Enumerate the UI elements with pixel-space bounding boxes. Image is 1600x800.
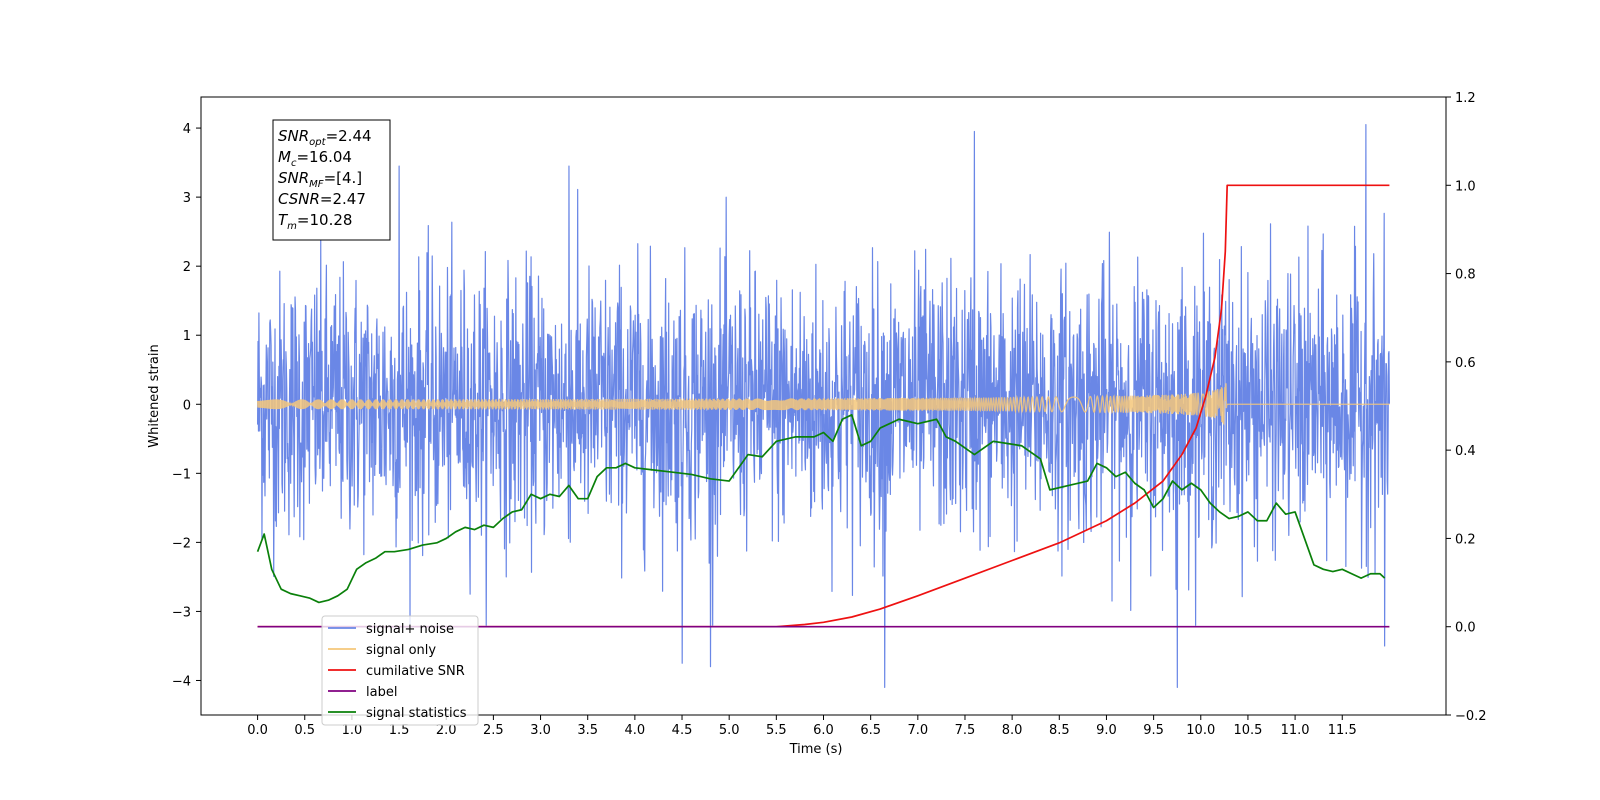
y-axis-label: Whitened strain: [147, 344, 162, 447]
y2-tick-label: 1.0: [1455, 179, 1476, 194]
x-tick-label: 1.5: [389, 723, 410, 738]
x-tick-label: 8.0: [1002, 723, 1023, 738]
y-tick-label: 4: [183, 122, 191, 137]
legend-label: cumilative SNR: [366, 664, 465, 679]
x-tick-label: 5.5: [766, 723, 787, 738]
legend-frame: [321, 615, 479, 726]
y-tick-label: 1: [183, 329, 191, 344]
annotation-line: SNRopt=2.44: [278, 127, 372, 148]
x-tick-label: 9.0: [1096, 723, 1117, 738]
x-tick-label: 5.0: [719, 723, 740, 738]
y-tick-label: −1: [172, 467, 191, 482]
legend-label: signal statistics: [366, 706, 467, 721]
y2-tick-label: 0.6: [1455, 356, 1476, 371]
axes-layer: 0.0 0.5 1.0 1.5 2.0 2.5 3.0 3.5 4.0 4.5 5.0 5.5 6.0 6…: [172, 91, 1487, 738]
x-tick-label: 3.0: [530, 723, 551, 738]
x-tick-label: 2.0: [436, 723, 457, 738]
x-tick-label: 10.0: [1186, 723, 1215, 738]
x-tick-label: 4.0: [625, 723, 646, 738]
x-tick-label: 0.0: [247, 723, 268, 738]
legend: signal+ noise signal only cumilative SNR la…: [321, 615, 479, 726]
y-tick-label: −3: [172, 605, 191, 620]
y2-tick-label: 1.2: [1455, 91, 1476, 106]
series-line-cumilative-snr: [257, 184, 1390, 628]
annotation-line: CSNR=2.47: [278, 190, 366, 208]
x-tick-label: 3.5: [577, 723, 598, 738]
series-line-signal-statistics: [256, 413, 1386, 604]
x-tick-label: 6.5: [860, 723, 881, 738]
y-tick-label: −2: [172, 536, 191, 551]
series-line-signal-only: [256, 383, 1390, 426]
y-tick-label: 0: [183, 398, 191, 413]
x-tick-label: 7.5: [955, 723, 976, 738]
y2-tick-label: 0.8: [1455, 268, 1476, 283]
x-tick-label: 9.5: [1143, 723, 1164, 738]
annotation-line: SNRMF=[4.]: [278, 169, 362, 190]
x-tick-label: 7.0: [907, 723, 928, 738]
series-line-signal-noise: [256, 124, 1391, 688]
x-tick-label: 0.5: [294, 723, 315, 738]
y2-tick-label: 0.0: [1455, 621, 1476, 636]
legend-label: signal only: [366, 643, 436, 658]
y2-tick-label: 0.4: [1455, 444, 1476, 459]
y2-tick-label: −0.2: [1455, 709, 1487, 724]
legend-label: label: [366, 685, 397, 700]
x-tick-label: 1.0: [342, 723, 363, 738]
y-tick-label: −4: [172, 674, 191, 689]
annotation-line: Mc=16.04: [278, 148, 352, 169]
y2-tick-label: 0.2: [1455, 532, 1476, 547]
x-tick-label: 10.5: [1233, 723, 1262, 738]
annotation-frame: [272, 119, 391, 241]
x-tick-label: 6.0: [813, 723, 834, 738]
y-tick-label: 3: [183, 191, 191, 206]
legend-label: signal+ noise: [366, 622, 454, 637]
x-tick-label: 11.0: [1281, 723, 1310, 738]
x-tick-label: 4.5: [672, 723, 693, 738]
x-axis-label: Time (s): [789, 742, 843, 757]
x-tick-label: 11.5: [1328, 723, 1357, 738]
y-tick-label: 2: [183, 260, 191, 275]
x-tick-label: 2.5: [483, 723, 504, 738]
x-tick-label: 8.5: [1049, 723, 1070, 738]
annotation-line: Tm=10.28: [278, 211, 352, 232]
